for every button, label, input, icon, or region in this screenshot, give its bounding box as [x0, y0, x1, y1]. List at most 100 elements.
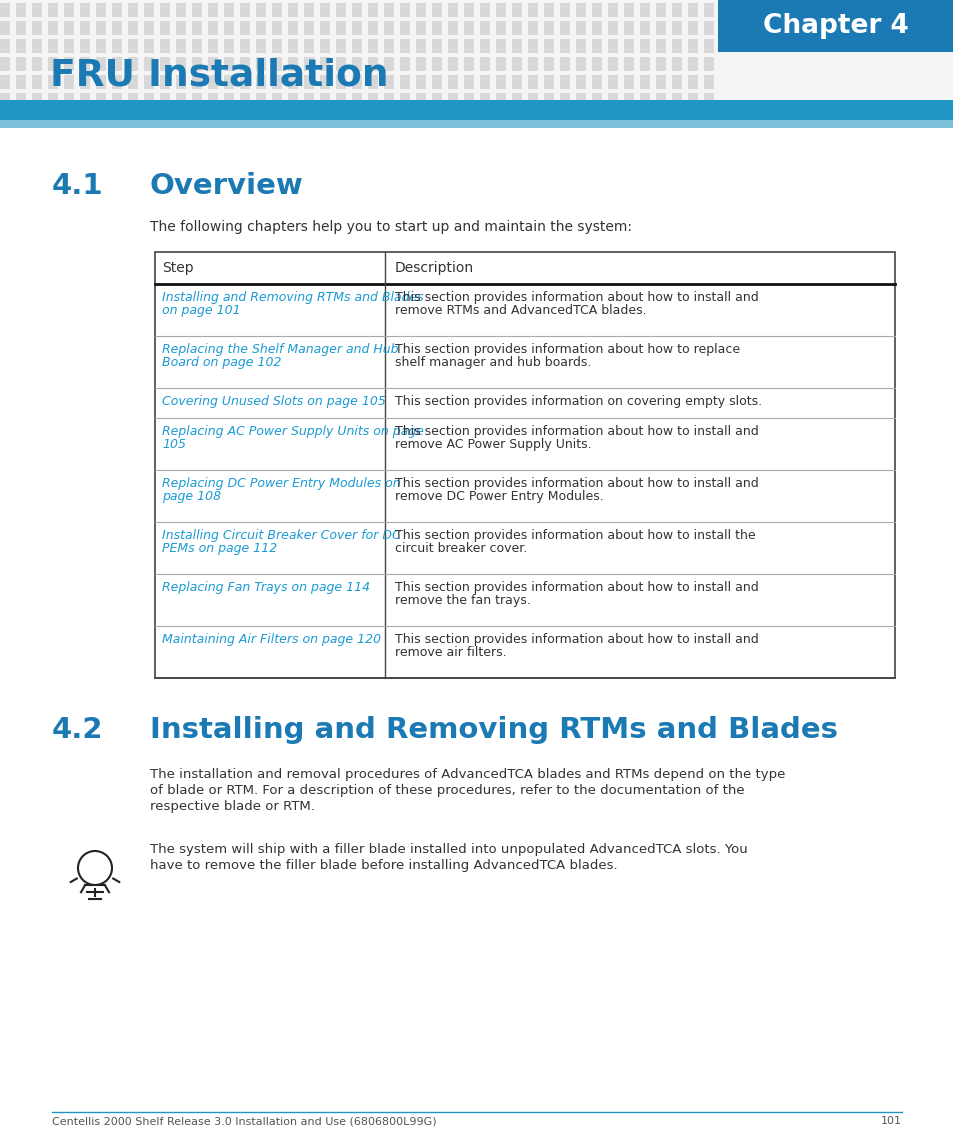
Bar	[416, 57, 426, 71]
Bar	[607, 3, 618, 17]
Text: page 108: page 108	[162, 490, 221, 503]
Bar	[160, 93, 170, 106]
Bar	[718, 0, 953, 52]
Bar	[687, 76, 698, 89]
Bar	[639, 21, 649, 35]
Text: 101: 101	[880, 1116, 901, 1126]
Bar	[112, 76, 122, 89]
Bar	[559, 3, 569, 17]
Bar	[703, 3, 713, 17]
Bar	[96, 93, 106, 106]
Bar	[64, 93, 74, 106]
Bar	[432, 39, 441, 53]
Bar	[144, 39, 153, 53]
Bar	[335, 57, 346, 71]
Bar	[496, 3, 505, 17]
Bar	[0, 57, 10, 71]
Bar	[32, 39, 42, 53]
Bar	[112, 93, 122, 106]
Bar	[639, 76, 649, 89]
Bar	[288, 39, 297, 53]
Bar	[160, 3, 170, 17]
Text: Replacing Fan Trays on page 114: Replacing Fan Trays on page 114	[162, 581, 370, 594]
Bar	[623, 39, 634, 53]
Bar	[272, 21, 282, 35]
Bar	[144, 57, 153, 71]
Bar	[16, 3, 26, 17]
Bar	[0, 3, 10, 17]
Bar	[32, 76, 42, 89]
Bar	[463, 76, 474, 89]
Bar	[64, 3, 74, 17]
Text: Installing Circuit Breaker Cover for DC: Installing Circuit Breaker Cover for DC	[162, 529, 400, 542]
Bar	[335, 21, 346, 35]
Bar	[703, 93, 713, 106]
Bar	[607, 39, 618, 53]
Bar	[255, 3, 266, 17]
Bar	[512, 39, 521, 53]
Bar	[687, 21, 698, 35]
Bar	[639, 39, 649, 53]
Bar	[607, 76, 618, 89]
Bar	[32, 93, 42, 106]
Bar	[272, 3, 282, 17]
Bar	[416, 21, 426, 35]
Bar	[687, 93, 698, 106]
Bar	[160, 76, 170, 89]
Bar	[48, 3, 58, 17]
Bar	[319, 93, 330, 106]
Bar	[272, 57, 282, 71]
Bar	[703, 76, 713, 89]
Bar	[288, 21, 297, 35]
Bar	[639, 93, 649, 106]
Bar	[144, 21, 153, 35]
Bar	[335, 39, 346, 53]
Bar	[160, 39, 170, 53]
Bar	[319, 3, 330, 17]
Bar	[527, 76, 537, 89]
Bar	[16, 39, 26, 53]
Bar	[240, 57, 250, 71]
Text: The following chapters help you to start up and maintain the system:: The following chapters help you to start…	[150, 220, 631, 234]
Bar	[288, 76, 297, 89]
Bar	[224, 39, 233, 53]
Bar	[607, 57, 618, 71]
Text: FRU Installation: FRU Installation	[50, 57, 388, 93]
Bar	[512, 21, 521, 35]
Bar	[368, 76, 377, 89]
Bar	[671, 76, 681, 89]
Text: Installing and Removing RTMs and Blades: Installing and Removing RTMs and Blades	[162, 291, 423, 305]
Bar	[112, 39, 122, 53]
Text: remove RTMs and AdvancedTCA blades.: remove RTMs and AdvancedTCA blades.	[395, 305, 646, 317]
Bar	[0, 100, 953, 120]
Bar	[255, 76, 266, 89]
Bar	[16, 93, 26, 106]
Bar	[160, 21, 170, 35]
Bar	[416, 76, 426, 89]
Bar	[255, 21, 266, 35]
Bar	[208, 76, 218, 89]
Bar	[496, 57, 505, 71]
Bar	[352, 93, 361, 106]
Text: This section provides information about how to install and: This section provides information about …	[395, 581, 758, 594]
Bar	[240, 39, 250, 53]
Text: 4.1: 4.1	[52, 172, 104, 200]
Text: Replacing the Shelf Manager and Hub: Replacing the Shelf Manager and Hub	[162, 344, 398, 356]
Bar	[384, 93, 394, 106]
Bar	[399, 93, 410, 106]
Bar	[175, 39, 186, 53]
Bar	[416, 93, 426, 106]
Bar	[154, 252, 894, 678]
Bar	[16, 76, 26, 89]
Bar	[623, 21, 634, 35]
Bar	[96, 3, 106, 17]
Bar	[352, 76, 361, 89]
Bar	[527, 39, 537, 53]
Bar	[368, 57, 377, 71]
Bar	[703, 39, 713, 53]
Bar	[335, 3, 346, 17]
Bar	[463, 3, 474, 17]
Bar	[96, 57, 106, 71]
Bar	[175, 93, 186, 106]
Bar	[240, 3, 250, 17]
